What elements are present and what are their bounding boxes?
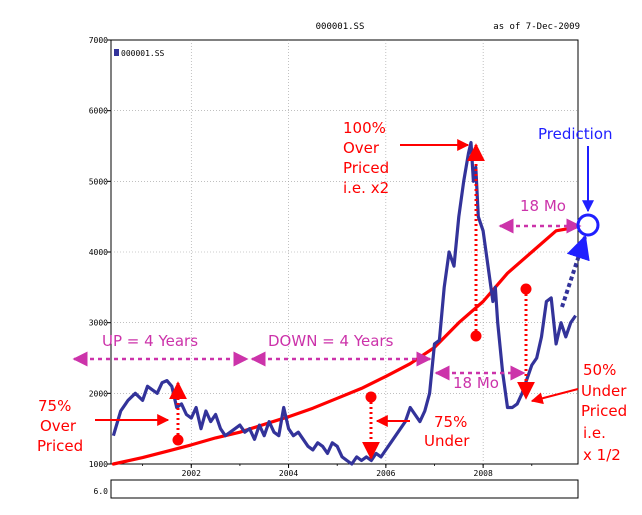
- y-tick-label: 1000: [89, 460, 108, 469]
- x-tick-label: 2006: [376, 469, 395, 478]
- over75-line2: Over: [40, 417, 77, 435]
- y-tick-label: 5000: [89, 177, 108, 186]
- series-layer: [111, 140, 578, 466]
- under50-line2: Under: [581, 382, 627, 400]
- prediction-circle: [576, 213, 600, 237]
- plot-area: [110, 39, 579, 465]
- prediction-projection: [560, 234, 590, 308]
- bottom-strip: [110, 479, 579, 499]
- y-tick-label: 7000: [89, 36, 108, 45]
- trend-dot: [470, 330, 482, 342]
- y-tick-label: 6000: [89, 107, 108, 116]
- trend-dot: [520, 283, 532, 295]
- mo18-top-label: 18 Mo: [520, 197, 566, 215]
- down-4-years-label: DOWN = 4 Years: [268, 332, 394, 350]
- over100-line2: Over: [343, 139, 380, 157]
- legend-swatch: [114, 49, 119, 56]
- price-line: [111, 140, 577, 466]
- under50-line4: i.e.: [583, 424, 606, 442]
- over100-line1: 100%: [343, 119, 386, 137]
- y-tick-label: 4000: [89, 248, 108, 257]
- legend-label: 000001.SS: [121, 49, 165, 58]
- over100-line4: i.e. x2: [343, 179, 389, 197]
- y-tick-label: 2000: [89, 389, 108, 398]
- header-symbol: 000001.SS: [316, 22, 365, 32]
- trend-dot: [172, 434, 184, 446]
- y-axis: 1000 2000 3000 4000 5000 6000 7000: [89, 36, 111, 469]
- x-tick-label: 2002: [182, 469, 201, 478]
- trend-line: [111, 225, 578, 466]
- annotation-layer: [72, 139, 600, 460]
- under75-line2: Under: [424, 432, 470, 450]
- bottom-note: 6.0: [94, 487, 109, 496]
- x-axis: 2002 2004 2006 2008: [142, 464, 533, 478]
- x-tick-label: 2004: [279, 469, 298, 478]
- mo18-mid-label: 18 Mo: [453, 374, 499, 392]
- trend-dot: [365, 391, 377, 403]
- under50-line3: Priced: [581, 402, 627, 420]
- x-tick-label: 2008: [474, 469, 493, 478]
- over100-line3: Priced: [343, 159, 389, 177]
- y-tick-label: 3000: [89, 319, 108, 328]
- header-as-of: as of 7-Dec-2009: [493, 22, 580, 32]
- under75-line1: 75%: [434, 413, 467, 431]
- under50-line1: 50%: [583, 361, 616, 379]
- under50-line5: x 1/2: [583, 446, 621, 464]
- over75-line1: 75%: [38, 397, 71, 415]
- up-4-years-label: UP = 4 Years: [102, 332, 198, 350]
- under50-pointer: [530, 388, 579, 405]
- over75-line3: Priced: [37, 437, 83, 455]
- prediction-label: Prediction: [538, 125, 613, 143]
